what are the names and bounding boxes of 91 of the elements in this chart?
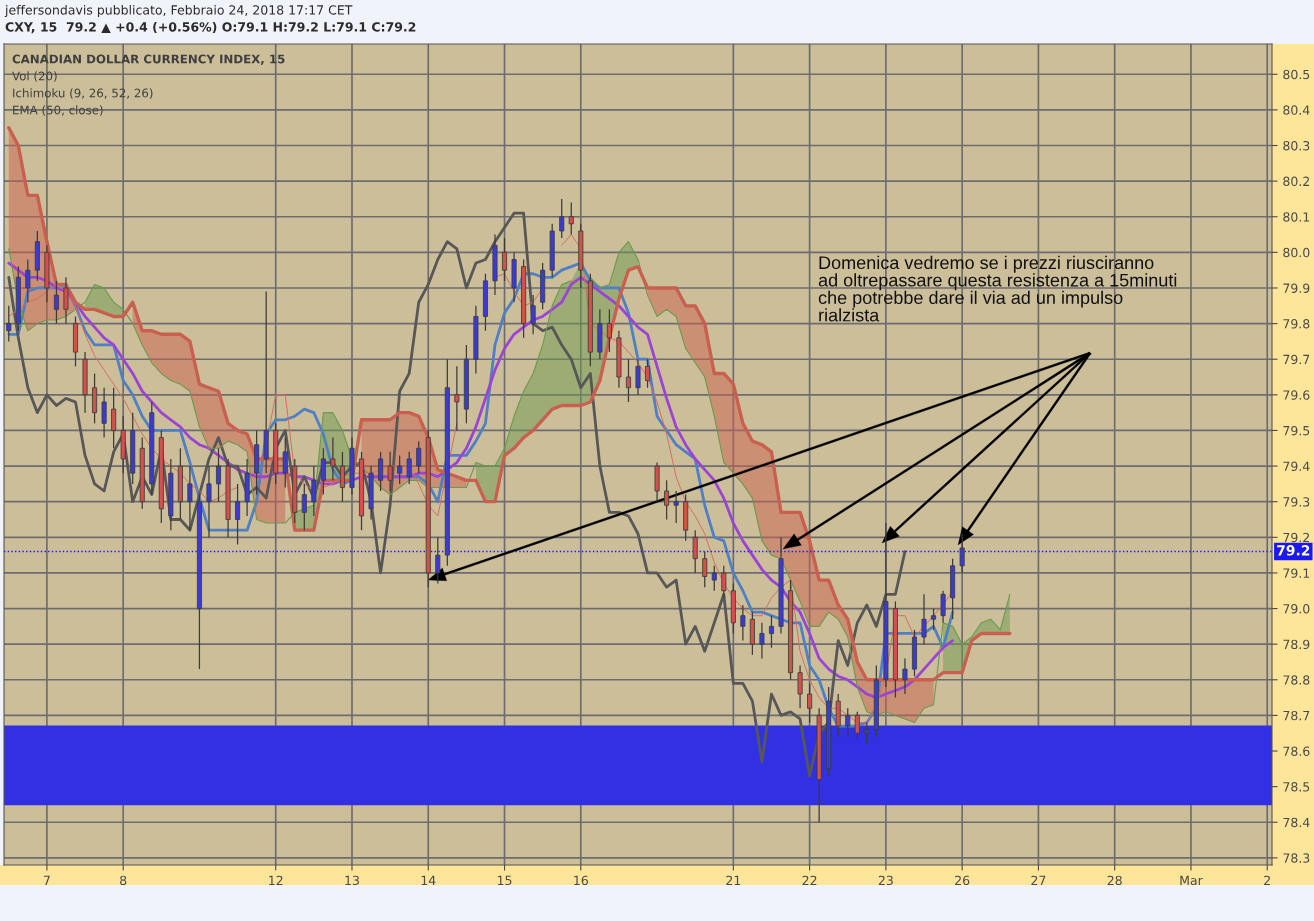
y-tick-label: 79.0	[1283, 604, 1310, 614]
x-tick-label: 12	[269, 875, 283, 885]
x-tick-label: 8	[120, 875, 127, 886]
candlestick	[854, 711, 860, 741]
y-tick-label: 80.1	[1283, 212, 1310, 222]
candlestick	[692, 529, 698, 574]
candlestick	[330, 436, 336, 481]
candlestick	[702, 550, 708, 588]
x-tick-label: 13	[345, 875, 359, 886]
candlestick	[53, 280, 59, 325]
candlestick	[454, 365, 460, 432]
candlestick	[435, 536, 441, 585]
candlestick	[797, 664, 803, 709]
y-tick-label: 79.9	[1283, 283, 1310, 293]
candlestick	[378, 451, 384, 492]
y-tick-label: 79.1	[1283, 568, 1310, 578]
y-tick-label: 80.2	[1283, 176, 1309, 187]
y-tick-label: 78.6	[1283, 746, 1310, 756]
text: jeffersondavis pubblicato, Febbraio 24, 2018 17:17 CET	[4, 4, 353, 18]
candlestick	[282, 436, 288, 489]
y-tick-label: 79.2	[1283, 532, 1309, 543]
candlestick	[25, 258, 31, 303]
candlestick	[502, 237, 508, 282]
chart-subtitle: CXY, 15 79.2 ▲ +0.4 (+0.56%) O:79.1 H:79.2 L:79.1 C:79.2	[5, 21, 416, 34]
candlestick	[664, 479, 670, 521]
x-tick-label: 21	[726, 875, 741, 885]
candlestick	[645, 358, 651, 389]
candlestick	[301, 483, 307, 531]
annotation: Domenica vedremo se i prezzi riusciranno ad oltrepassare questa resistenza a 15minuti che potrebbe dare il via ad un impulso rialzista	[818, 255, 1177, 322]
candlestick	[559, 198, 565, 239]
y-tick-label: 78.5	[1283, 782, 1310, 792]
candlestick	[959, 533, 965, 574]
candlestick	[568, 201, 574, 236]
candlestick	[339, 451, 345, 503]
candlestick	[530, 294, 536, 335]
y-tick-label: 79.6	[1283, 390, 1310, 400]
candlestick	[931, 607, 937, 631]
x-tick-label: 7	[43, 875, 50, 885]
candlestick	[740, 604, 746, 642]
candlestick	[187, 465, 193, 531]
candlestick	[320, 447, 326, 496]
candlestick	[768, 615, 774, 649]
candlestick	[6, 305, 12, 343]
candlestick	[206, 465, 212, 538]
y-tick-label: 80.0	[1283, 247, 1310, 258]
candlestick	[235, 483, 241, 546]
candlestick	[625, 358, 631, 403]
x-tick-label: 14	[421, 875, 436, 885]
candlestick	[711, 565, 717, 592]
candlestick	[397, 454, 403, 485]
candlestick	[940, 590, 946, 624]
candlestick	[635, 358, 641, 396]
candlestick	[387, 451, 393, 492]
y-tick-label: 80.5	[1283, 69, 1310, 80]
candlestick	[864, 721, 870, 745]
x-tick-label: 16	[574, 875, 588, 886]
candlestick	[606, 308, 612, 353]
y-tick-label: 80.3	[1283, 140, 1310, 151]
x-tick-label: 15	[497, 875, 512, 886]
x-tick-label: 23	[878, 875, 893, 886]
candlestick	[111, 387, 117, 449]
y-tick-label: 79.4	[1283, 461, 1310, 471]
y-tick-label: 78.9	[1283, 639, 1310, 650]
x-tick-label: Mar	[1180, 875, 1203, 886]
candlestick	[845, 707, 851, 738]
x-tick-label: 22	[802, 875, 817, 885]
candlestick	[673, 490, 679, 524]
y-tick-label: 80.4	[1283, 105, 1310, 115]
candlestick	[721, 565, 727, 599]
y-tick-label: 78.3	[1283, 853, 1310, 863]
y-tick-label: 79.7	[1283, 354, 1310, 365]
candlestick	[416, 440, 422, 474]
y-tick-label: 79.8	[1283, 319, 1310, 329]
candlestick	[759, 622, 765, 660]
y-tick-label: 78.7	[1283, 710, 1310, 721]
candlestick	[807, 682, 813, 724]
x-tick-label: 26	[955, 875, 970, 886]
candlestick	[921, 593, 927, 645]
candlestick	[215, 447, 222, 503]
candlestick	[101, 387, 107, 439]
x-tick-label: 28	[1107, 875, 1122, 886]
candlestick	[902, 657, 908, 695]
candlestick	[311, 465, 317, 517]
x-tick-label: 2	[1264, 875, 1270, 885]
y-tick-label: 79.5	[1283, 425, 1310, 436]
y-tick-label: 78.4	[1283, 817, 1310, 828]
y-tick-label: 78.8	[1283, 675, 1310, 685]
candlestick	[63, 276, 69, 325]
x-tick-label: 27	[1031, 875, 1046, 885]
candlestick	[406, 451, 412, 485]
y-tick-label: 79.3	[1283, 497, 1310, 507]
